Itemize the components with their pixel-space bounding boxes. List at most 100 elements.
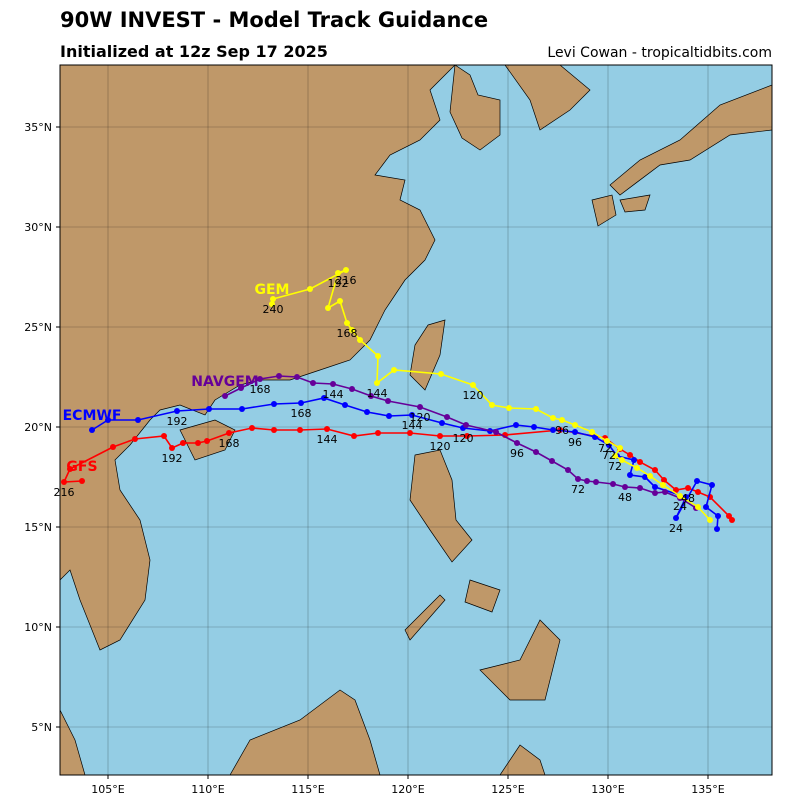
lon-label: 130°E xyxy=(591,783,624,796)
track-point xyxy=(307,286,313,292)
track-point xyxy=(550,415,556,421)
track-point xyxy=(437,433,443,439)
lon-label: 115°E xyxy=(291,783,324,796)
model-name: GEM xyxy=(255,282,290,298)
hour-label: 72 xyxy=(571,483,585,496)
model-name: GFS xyxy=(66,459,97,475)
hour-label: 168 xyxy=(337,327,358,340)
track-point xyxy=(169,445,175,451)
hour-label: 240 xyxy=(263,303,284,316)
track-point xyxy=(707,517,713,523)
hour-label: 72 xyxy=(608,460,622,473)
subtitle: Initialized at 12z Sep 17 2025 xyxy=(60,42,328,61)
track-point xyxy=(612,453,618,459)
map-frame xyxy=(59,64,773,776)
track-point xyxy=(709,482,715,488)
hour-label: 192 xyxy=(328,277,349,290)
track-point xyxy=(694,478,700,484)
track-point xyxy=(270,296,276,302)
track-point xyxy=(132,436,138,442)
track-point xyxy=(298,400,304,406)
track-point xyxy=(506,405,512,411)
track-line xyxy=(91,397,719,530)
hour-label: 72 xyxy=(598,442,612,455)
track-point xyxy=(647,473,653,479)
track-point xyxy=(464,433,470,439)
track-point xyxy=(417,404,423,410)
hour-label: 120 xyxy=(430,440,451,453)
track-point xyxy=(438,371,444,377)
track-point xyxy=(324,426,330,432)
labels: 4872120144168192216GFS247296120144168192… xyxy=(54,274,696,535)
track-point xyxy=(470,382,476,388)
track-point xyxy=(409,412,415,418)
hour-label: 24 xyxy=(669,522,683,535)
track-point xyxy=(703,504,709,510)
track-point xyxy=(685,485,691,491)
hour-label: 120 xyxy=(410,411,431,424)
credit: Levi Cowan - tropicaltidbits.com xyxy=(547,45,772,61)
hour-label: 48 xyxy=(618,491,632,504)
track-point xyxy=(374,380,380,386)
track-point xyxy=(662,489,668,495)
track-point xyxy=(206,406,212,412)
track-point xyxy=(589,429,595,435)
track-point xyxy=(375,430,381,436)
hour-label: 216 xyxy=(54,486,75,499)
track-point xyxy=(239,406,245,412)
lon-label: 125°E xyxy=(491,783,524,796)
track-point xyxy=(342,402,348,408)
track-point xyxy=(622,484,628,490)
hour-label: 216 xyxy=(336,274,357,287)
track-point xyxy=(695,504,701,510)
lat-label: 20°N xyxy=(24,421,52,434)
track-point xyxy=(385,398,391,404)
hour-label: 72 xyxy=(602,449,616,462)
track-point xyxy=(180,440,186,446)
hour-label: 168 xyxy=(250,383,271,396)
track-point xyxy=(610,481,616,487)
track-point xyxy=(550,427,556,433)
track-point xyxy=(249,425,255,431)
track-point xyxy=(726,513,732,519)
hour-label: 144 xyxy=(367,387,388,400)
track-point xyxy=(343,267,349,273)
hour-label: 144 xyxy=(317,433,338,446)
track-point xyxy=(204,438,210,444)
track-point xyxy=(368,393,374,399)
track-point xyxy=(631,457,637,463)
hour-label: 168 xyxy=(219,437,240,450)
track-point xyxy=(531,424,537,430)
track-point xyxy=(271,427,277,433)
track-point xyxy=(559,417,565,423)
track-point xyxy=(652,484,658,490)
track-point xyxy=(627,452,633,458)
hour-label: 144 xyxy=(323,388,344,401)
track-point xyxy=(652,490,658,496)
track-point xyxy=(533,406,539,412)
track-point xyxy=(294,374,300,380)
track-point xyxy=(161,433,167,439)
hour-label: 96 xyxy=(510,447,524,460)
hour-label: 120 xyxy=(453,432,474,445)
track-point xyxy=(321,395,327,401)
track-point xyxy=(514,440,520,446)
track-point xyxy=(89,427,95,433)
track-point xyxy=(110,444,116,450)
track-point xyxy=(344,320,350,326)
track-point xyxy=(364,409,370,415)
lon-label: 110°E xyxy=(191,783,224,796)
title: 90W INVEST - Model Track Guidance xyxy=(60,8,488,32)
model-name: ECMWF xyxy=(63,408,122,424)
track-point xyxy=(619,457,625,463)
track-point xyxy=(661,477,667,483)
track-point xyxy=(513,422,519,428)
track-point xyxy=(297,427,303,433)
track-point xyxy=(174,408,180,414)
hour-label: 96 xyxy=(568,436,582,449)
track-point xyxy=(634,465,640,471)
track-point xyxy=(439,420,445,426)
track-point xyxy=(565,467,571,473)
track-point xyxy=(391,367,397,373)
